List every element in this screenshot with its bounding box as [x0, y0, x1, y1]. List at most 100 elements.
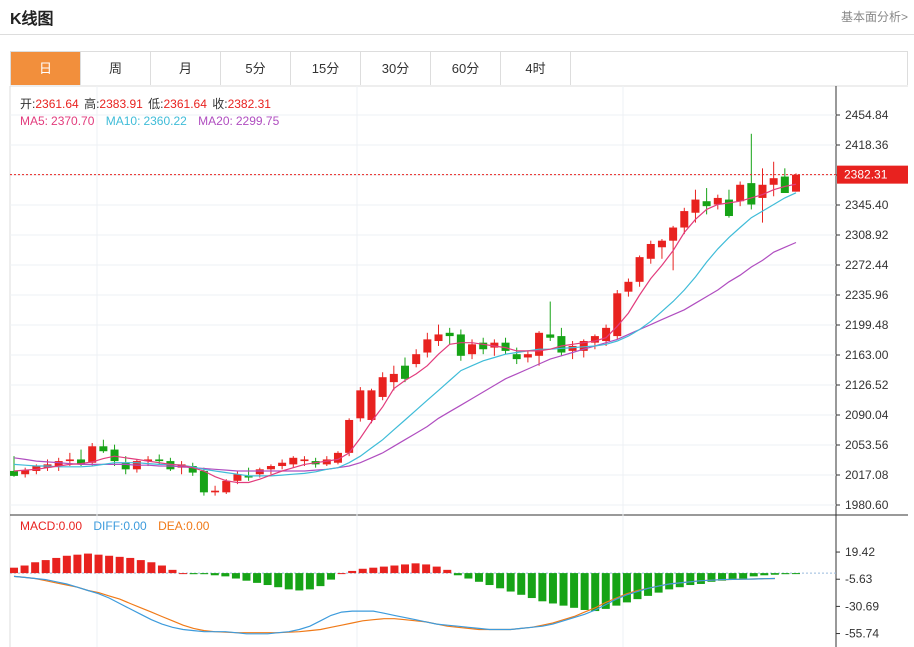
macd-bar: [770, 573, 779, 575]
candle-body: [613, 293, 622, 337]
tab-0[interactable]: 日: [11, 52, 81, 85]
candle-body: [322, 459, 331, 465]
macd-bar: [559, 573, 568, 606]
y-tick-label: 2454.84: [845, 108, 889, 122]
tab-1[interactable]: 周: [81, 52, 151, 85]
macd-bar: [221, 573, 230, 577]
macd-bar: [263, 573, 272, 586]
macd-bar: [105, 555, 114, 574]
candle-body: [579, 341, 588, 351]
macd-bar: [10, 567, 18, 574]
candle-body: [244, 475, 253, 478]
macd-bar: [517, 573, 526, 595]
open-value: 2361.64: [35, 97, 79, 111]
candle-body: [54, 461, 63, 467]
candle-body: [769, 178, 778, 185]
macd-bar: [591, 573, 600, 612]
macd-bar: [718, 573, 727, 581]
y-tick-label: 2090.04: [845, 408, 889, 422]
candle-body: [590, 336, 599, 343]
candle-body: [724, 199, 733, 217]
macd-bar: [601, 573, 610, 609]
candle-body: [412, 354, 421, 365]
high-label: 高:: [84, 97, 100, 111]
candle-body: [110, 449, 119, 462]
macd-bar: [157, 565, 166, 574]
ma20-line: [13, 241, 797, 472]
macd-bar: [612, 573, 621, 606]
candle-body: [468, 344, 477, 355]
candle-body: [523, 354, 532, 358]
macd-bar: [41, 560, 50, 574]
y-tick-label: 2199.48: [845, 318, 889, 332]
candle-body: [445, 332, 454, 337]
ma-info: MA5: 2370.70 MA10: 2360.22 MA20: 2299.75: [20, 114, 279, 128]
tab-6[interactable]: 60分: [431, 52, 501, 85]
macd-bar: [580, 573, 589, 610]
macd-bar: [348, 570, 357, 574]
candle-body: [780, 176, 789, 193]
candle-body: [199, 470, 208, 493]
macd-bar: [527, 573, 536, 599]
ma10-value: 2360.22: [143, 114, 187, 128]
candle-body: [501, 342, 510, 351]
low-value: 2361.64: [163, 97, 207, 111]
candle-body: [32, 466, 41, 471]
macd-bar: [622, 573, 631, 603]
macd-bar: [20, 565, 29, 574]
candle-body: [479, 342, 488, 350]
candle-body: [345, 419, 354, 453]
macd-bar: [760, 573, 769, 576]
macd-bar: [654, 573, 663, 593]
y-tick-label: 2017.08: [845, 468, 889, 482]
tab-3[interactable]: 5分: [221, 52, 291, 85]
y-tick-label: 2308.92: [845, 228, 889, 242]
macd-bar: [189, 573, 198, 575]
macd-bar: [485, 573, 494, 586]
macd-bar: [316, 573, 325, 587]
y-tick-label: 2418.36: [845, 138, 889, 152]
macd-bar: [379, 566, 388, 574]
candle-body: [758, 184, 767, 198]
candle-body: [222, 480, 231, 493]
macd-bar: [210, 573, 219, 576]
fundamental-analysis-link[interactable]: 基本面分析>: [840, 10, 908, 24]
macd-y-tick-label: 19.42: [845, 545, 875, 559]
macd-bar: [728, 573, 737, 580]
macd-bar: [126, 557, 135, 574]
tab-5[interactable]: 30分: [361, 52, 431, 85]
macd-bar: [464, 573, 473, 579]
last-price-badge: [837, 165, 908, 184]
macd-bar: [295, 573, 304, 591]
macd-info: MACD:0.00 DIFF:0.00 DEA:0.00: [20, 519, 209, 533]
candle-body: [423, 339, 432, 353]
close-value: 2382.31: [227, 97, 271, 111]
y-tick-label: 2126.52: [845, 378, 889, 392]
candle-body: [166, 461, 175, 470]
tab-4[interactable]: 15分: [291, 52, 361, 85]
candle-body: [300, 459, 309, 462]
tab-2[interactable]: 月: [151, 52, 221, 85]
macd-bar: [305, 573, 314, 590]
macd-bar: [781, 573, 790, 575]
macd-bar: [696, 573, 705, 584]
macd-bar: [284, 573, 293, 590]
candle-body: [177, 464, 186, 468]
candle-body: [99, 446, 108, 452]
tab-7[interactable]: 4时: [501, 52, 571, 85]
ma10-label: MA10:: [105, 114, 141, 128]
macd-bar: [496, 573, 505, 589]
candle-body: [211, 490, 220, 493]
period-tabs: 日周月 5分 15分 30分 60分 4时: [10, 51, 908, 85]
candle-body: [367, 390, 376, 420]
high-value: 2383.91: [99, 97, 143, 111]
macd-bar: [52, 557, 61, 574]
dea-value: 0.00: [186, 519, 210, 533]
candle-body: [121, 462, 130, 470]
macd-bar: [570, 573, 579, 608]
macd-bar: [369, 567, 378, 574]
macd-bar: [337, 573, 346, 575]
macd-bar: [422, 564, 431, 574]
macd-bar: [739, 573, 748, 579]
